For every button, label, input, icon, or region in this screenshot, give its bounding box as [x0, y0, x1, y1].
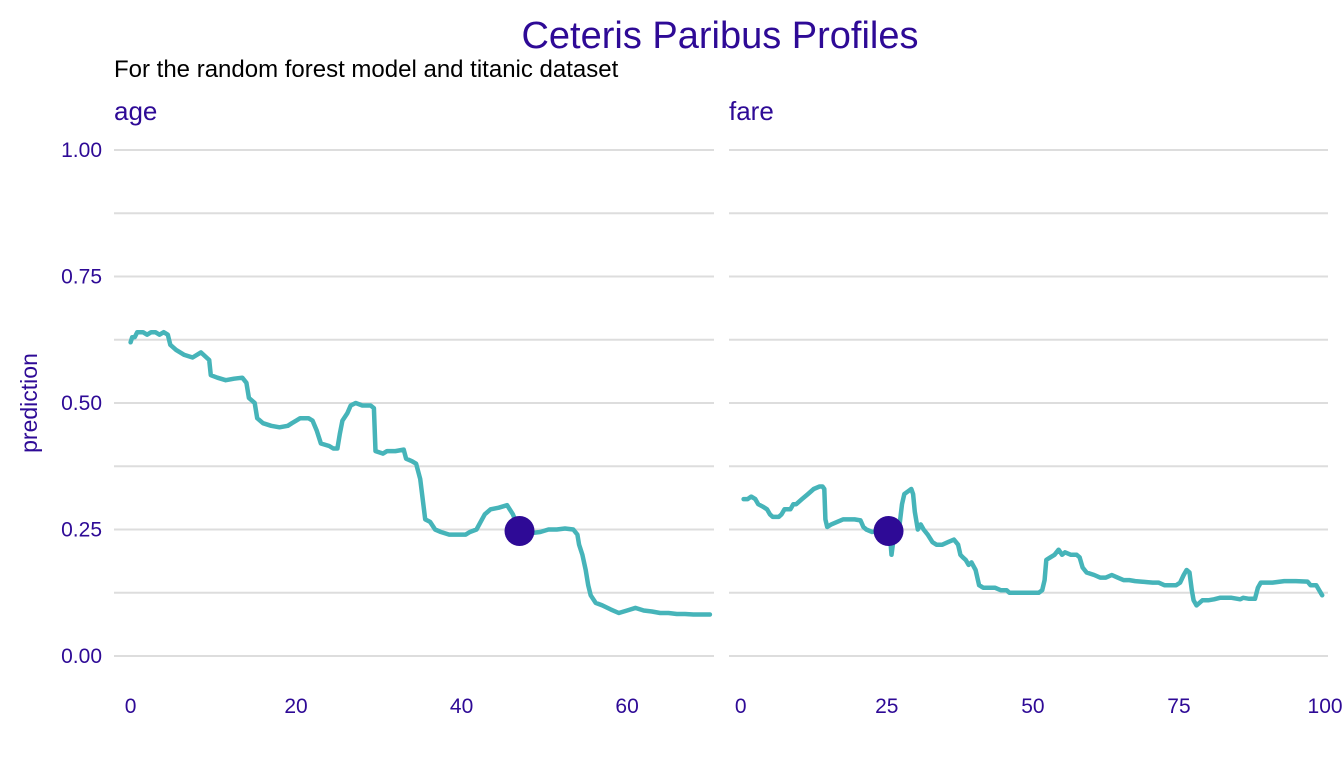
panel-age-x-ticks: 0 20 40 60	[125, 695, 639, 718]
profile-line-fare	[741, 484, 1325, 608]
panel-age-grid	[114, 149, 714, 657]
panel-fare-grid	[729, 149, 1328, 657]
y-tick-label: 0.25	[61, 519, 102, 542]
panel-title-age: age	[114, 96, 157, 126]
x-tick-label-age: 60	[615, 695, 638, 718]
x-tick-label-fare: 75	[1167, 695, 1190, 718]
panel-title-fare: fare	[729, 96, 774, 126]
observation-point-age	[504, 516, 535, 547]
panel-fare-line-layer	[741, 484, 1325, 608]
panel-age-line-layer	[128, 329, 713, 617]
panel-fare: fare 0 25 50 75 100	[729, 96, 1343, 718]
panel-fare-x-ticks: 0 25 50 75 100	[735, 695, 1343, 718]
x-tick-label-fare: 25	[875, 695, 898, 718]
panel-age: age 0.00 0.25 0.50 0.75 1.00 0 20 40 60	[61, 96, 714, 718]
x-tick-label-fare: 50	[1021, 695, 1044, 718]
panel-age-point-layer	[504, 516, 535, 547]
y-tick-label: 1.00	[61, 139, 102, 162]
panel-fare-point-layer	[873, 516, 904, 547]
x-tick-label-age: 40	[450, 695, 473, 718]
chart-subtitle: For the random forest model and titanic …	[114, 56, 619, 83]
x-tick-label-age: 0	[125, 695, 137, 718]
panel-age-y-ticks: 0.00 0.25 0.50 0.75 1.00	[61, 139, 102, 668]
y-tick-label: 0.50	[61, 392, 102, 415]
observation-point-fare	[873, 516, 904, 547]
x-tick-label-age: 20	[284, 695, 307, 718]
x-tick-label-fare: 0	[735, 695, 747, 718]
x-tick-label-fare: 100	[1308, 695, 1343, 718]
y-tick-label: 0.00	[61, 645, 102, 668]
y-axis-title: prediction	[16, 353, 42, 453]
y-tick-label: 0.75	[61, 266, 102, 289]
chart-title: Ceteris Paribus Profiles	[521, 15, 918, 57]
profile-line-age	[128, 329, 713, 617]
